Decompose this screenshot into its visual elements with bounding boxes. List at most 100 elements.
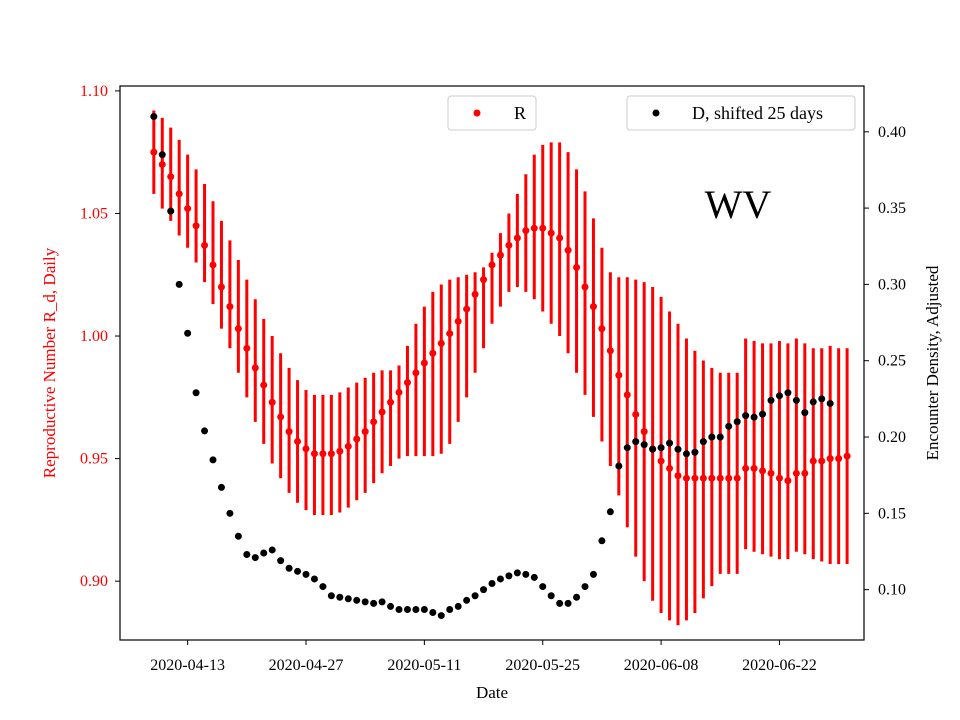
r-point xyxy=(209,261,217,269)
d-point xyxy=(429,609,437,617)
r-point xyxy=(556,234,564,242)
d-point xyxy=(539,583,547,591)
d-point xyxy=(530,573,538,581)
y-right-tick-label: 0.30 xyxy=(878,276,906,293)
d-point xyxy=(708,433,716,441)
legend-r-marker xyxy=(473,109,481,117)
d-point xyxy=(344,595,352,603)
legend-r-box xyxy=(447,95,537,131)
r-point xyxy=(513,234,521,242)
d-point xyxy=(674,445,682,453)
r-point xyxy=(294,437,302,445)
y-right-tick-label: 0.25 xyxy=(878,353,906,370)
r-point xyxy=(488,261,496,269)
d-point xyxy=(513,569,521,577)
r-point xyxy=(826,455,834,463)
r-point xyxy=(581,283,589,291)
d-point xyxy=(471,592,479,600)
y-left-axis: 0.90 0.95 1.00 1.05 1.10 xyxy=(80,83,120,590)
legend-d[interactable]: D, shifted 25 days xyxy=(626,95,856,131)
y-right-tick-label: 0.20 xyxy=(878,429,906,446)
r-point xyxy=(742,464,750,472)
r-point xyxy=(657,457,665,465)
d-point xyxy=(175,280,183,288)
r-point xyxy=(327,450,335,458)
legend-r[interactable]: R xyxy=(447,95,537,131)
r-point xyxy=(361,428,369,436)
x-tick-label: 2020-05-25 xyxy=(505,657,580,674)
r-point xyxy=(353,435,361,443)
x-tick-label: 2020-06-22 xyxy=(742,657,817,674)
y-right-tick-label: 0.35 xyxy=(878,200,906,217)
d-point xyxy=(792,396,800,404)
d-point xyxy=(801,409,809,417)
d-point xyxy=(564,599,572,607)
d-point xyxy=(184,329,192,337)
y-left-axis-label: Reproductive Number R_d, Daily xyxy=(40,247,59,478)
r-point xyxy=(547,229,555,237)
r-point xyxy=(378,408,386,416)
d-point xyxy=(657,444,665,452)
d-point xyxy=(589,570,597,578)
r-point xyxy=(598,325,606,333)
r-point xyxy=(632,410,640,418)
y-left-tick-label: 1.05 xyxy=(80,205,108,222)
d-point xyxy=(522,570,530,578)
r-point xyxy=(733,474,741,482)
y-right-tick-label: 0.15 xyxy=(878,505,906,522)
d-point xyxy=(302,570,310,578)
r-point xyxy=(395,388,403,396)
d-point xyxy=(336,593,344,601)
d-point xyxy=(775,392,783,400)
legend-r-label: R xyxy=(514,103,526,123)
r-point xyxy=(775,474,783,482)
y-left-tick-label: 0.95 xyxy=(80,451,108,468)
d-point xyxy=(209,456,217,464)
d-point xyxy=(353,596,361,604)
r-point xyxy=(243,344,251,352)
r-point xyxy=(268,398,276,406)
r-point xyxy=(539,224,547,232)
r-point xyxy=(370,418,378,426)
d-point xyxy=(699,438,707,446)
d-point xyxy=(573,593,581,601)
d-point xyxy=(150,113,158,121)
r-point xyxy=(403,379,411,387)
r-point xyxy=(522,227,530,235)
d-point xyxy=(192,389,200,397)
d-point xyxy=(412,605,420,613)
d-point xyxy=(725,422,733,430)
d-point xyxy=(716,433,724,441)
x-tick-label: 2020-04-27 xyxy=(269,657,344,674)
r-point xyxy=(226,303,234,311)
r-point xyxy=(716,474,724,482)
d-point xyxy=(310,575,318,583)
r-point xyxy=(640,428,648,436)
r-point xyxy=(429,349,437,357)
d-point xyxy=(649,445,657,453)
d-point xyxy=(446,605,454,613)
r-point xyxy=(420,359,428,367)
d-point xyxy=(167,207,175,215)
r-point xyxy=(285,428,293,436)
r-point xyxy=(412,369,420,377)
r-point xyxy=(564,246,572,254)
r-point xyxy=(344,442,352,450)
d-point xyxy=(395,605,403,613)
r-point xyxy=(767,469,775,477)
r-point xyxy=(463,305,471,313)
y-right-axis: 0.10 0.15 0.20 0.25 0.30 0.35 0.40 xyxy=(864,124,906,599)
r-point xyxy=(260,381,268,389)
d-point xyxy=(201,427,209,435)
r-point xyxy=(446,330,454,338)
d-point xyxy=(158,151,166,159)
r-point xyxy=(682,474,690,482)
plot-frame xyxy=(119,85,865,641)
r-point xyxy=(666,464,674,472)
d-point xyxy=(742,412,750,420)
x-tick-label: 2020-05-11 xyxy=(387,657,461,674)
r-point xyxy=(725,474,733,482)
r-point xyxy=(302,445,310,453)
d-point xyxy=(294,567,302,575)
d-point xyxy=(682,450,690,458)
